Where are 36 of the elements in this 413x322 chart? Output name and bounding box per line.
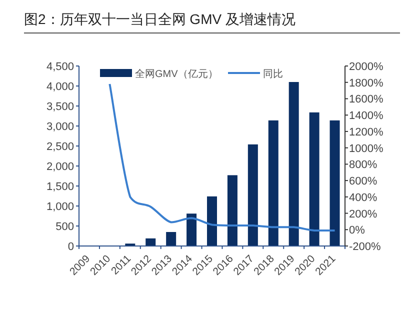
bar [146, 238, 156, 246]
y-tick-label: 1,500 [46, 181, 74, 193]
y-tick-label: 1,000 [46, 201, 74, 213]
y-tick-label: 3,000 [46, 121, 74, 133]
bar [207, 196, 217, 246]
y-tick-label: 3,500 [46, 101, 74, 113]
bar [288, 82, 299, 246]
y2-tick-label: 2000% [349, 61, 384, 73]
y2-tick-label: 1000% [349, 142, 384, 155]
y2-tick-label: 1400% [349, 110, 384, 122]
y2-tick-label: 1600% [349, 94, 384, 106]
legend-label: 同比 [263, 68, 283, 80]
y2-tick-label: 400% [349, 192, 378, 204]
y-tick-label: 4,500 [46, 61, 74, 73]
y2-tick-label: 800% [349, 159, 378, 172]
y-tick-label: 500 [56, 221, 74, 233]
y2-tick-label: -200% [349, 241, 382, 253]
bar [186, 214, 197, 246]
y2-tick-label: 1200% [349, 126, 384, 138]
line-series [108, 83, 336, 232]
bar [248, 144, 258, 246]
bar [166, 232, 176, 246]
bar [330, 120, 340, 246]
y2-tick-label: 200% [349, 208, 378, 220]
y-tick-label: 2,500 [46, 141, 74, 153]
y-tick-label: 0 [68, 241, 74, 253]
y2-tick-label: 0% [349, 224, 366, 237]
y-tick-label: 4,000 [46, 81, 74, 93]
bar [268, 120, 278, 246]
legend-label: 全网GMV（亿元） [135, 68, 218, 80]
y-tick-label: 2,000 [46, 161, 74, 173]
chart-title: 图2：历年双十一当日全网 GMV 及增速情况 [24, 11, 296, 27]
bar [309, 112, 320, 246]
y2-tick-label: 1800% [349, 77, 384, 90]
bar [227, 175, 238, 246]
y2-tick-label: 600% [349, 176, 378, 188]
